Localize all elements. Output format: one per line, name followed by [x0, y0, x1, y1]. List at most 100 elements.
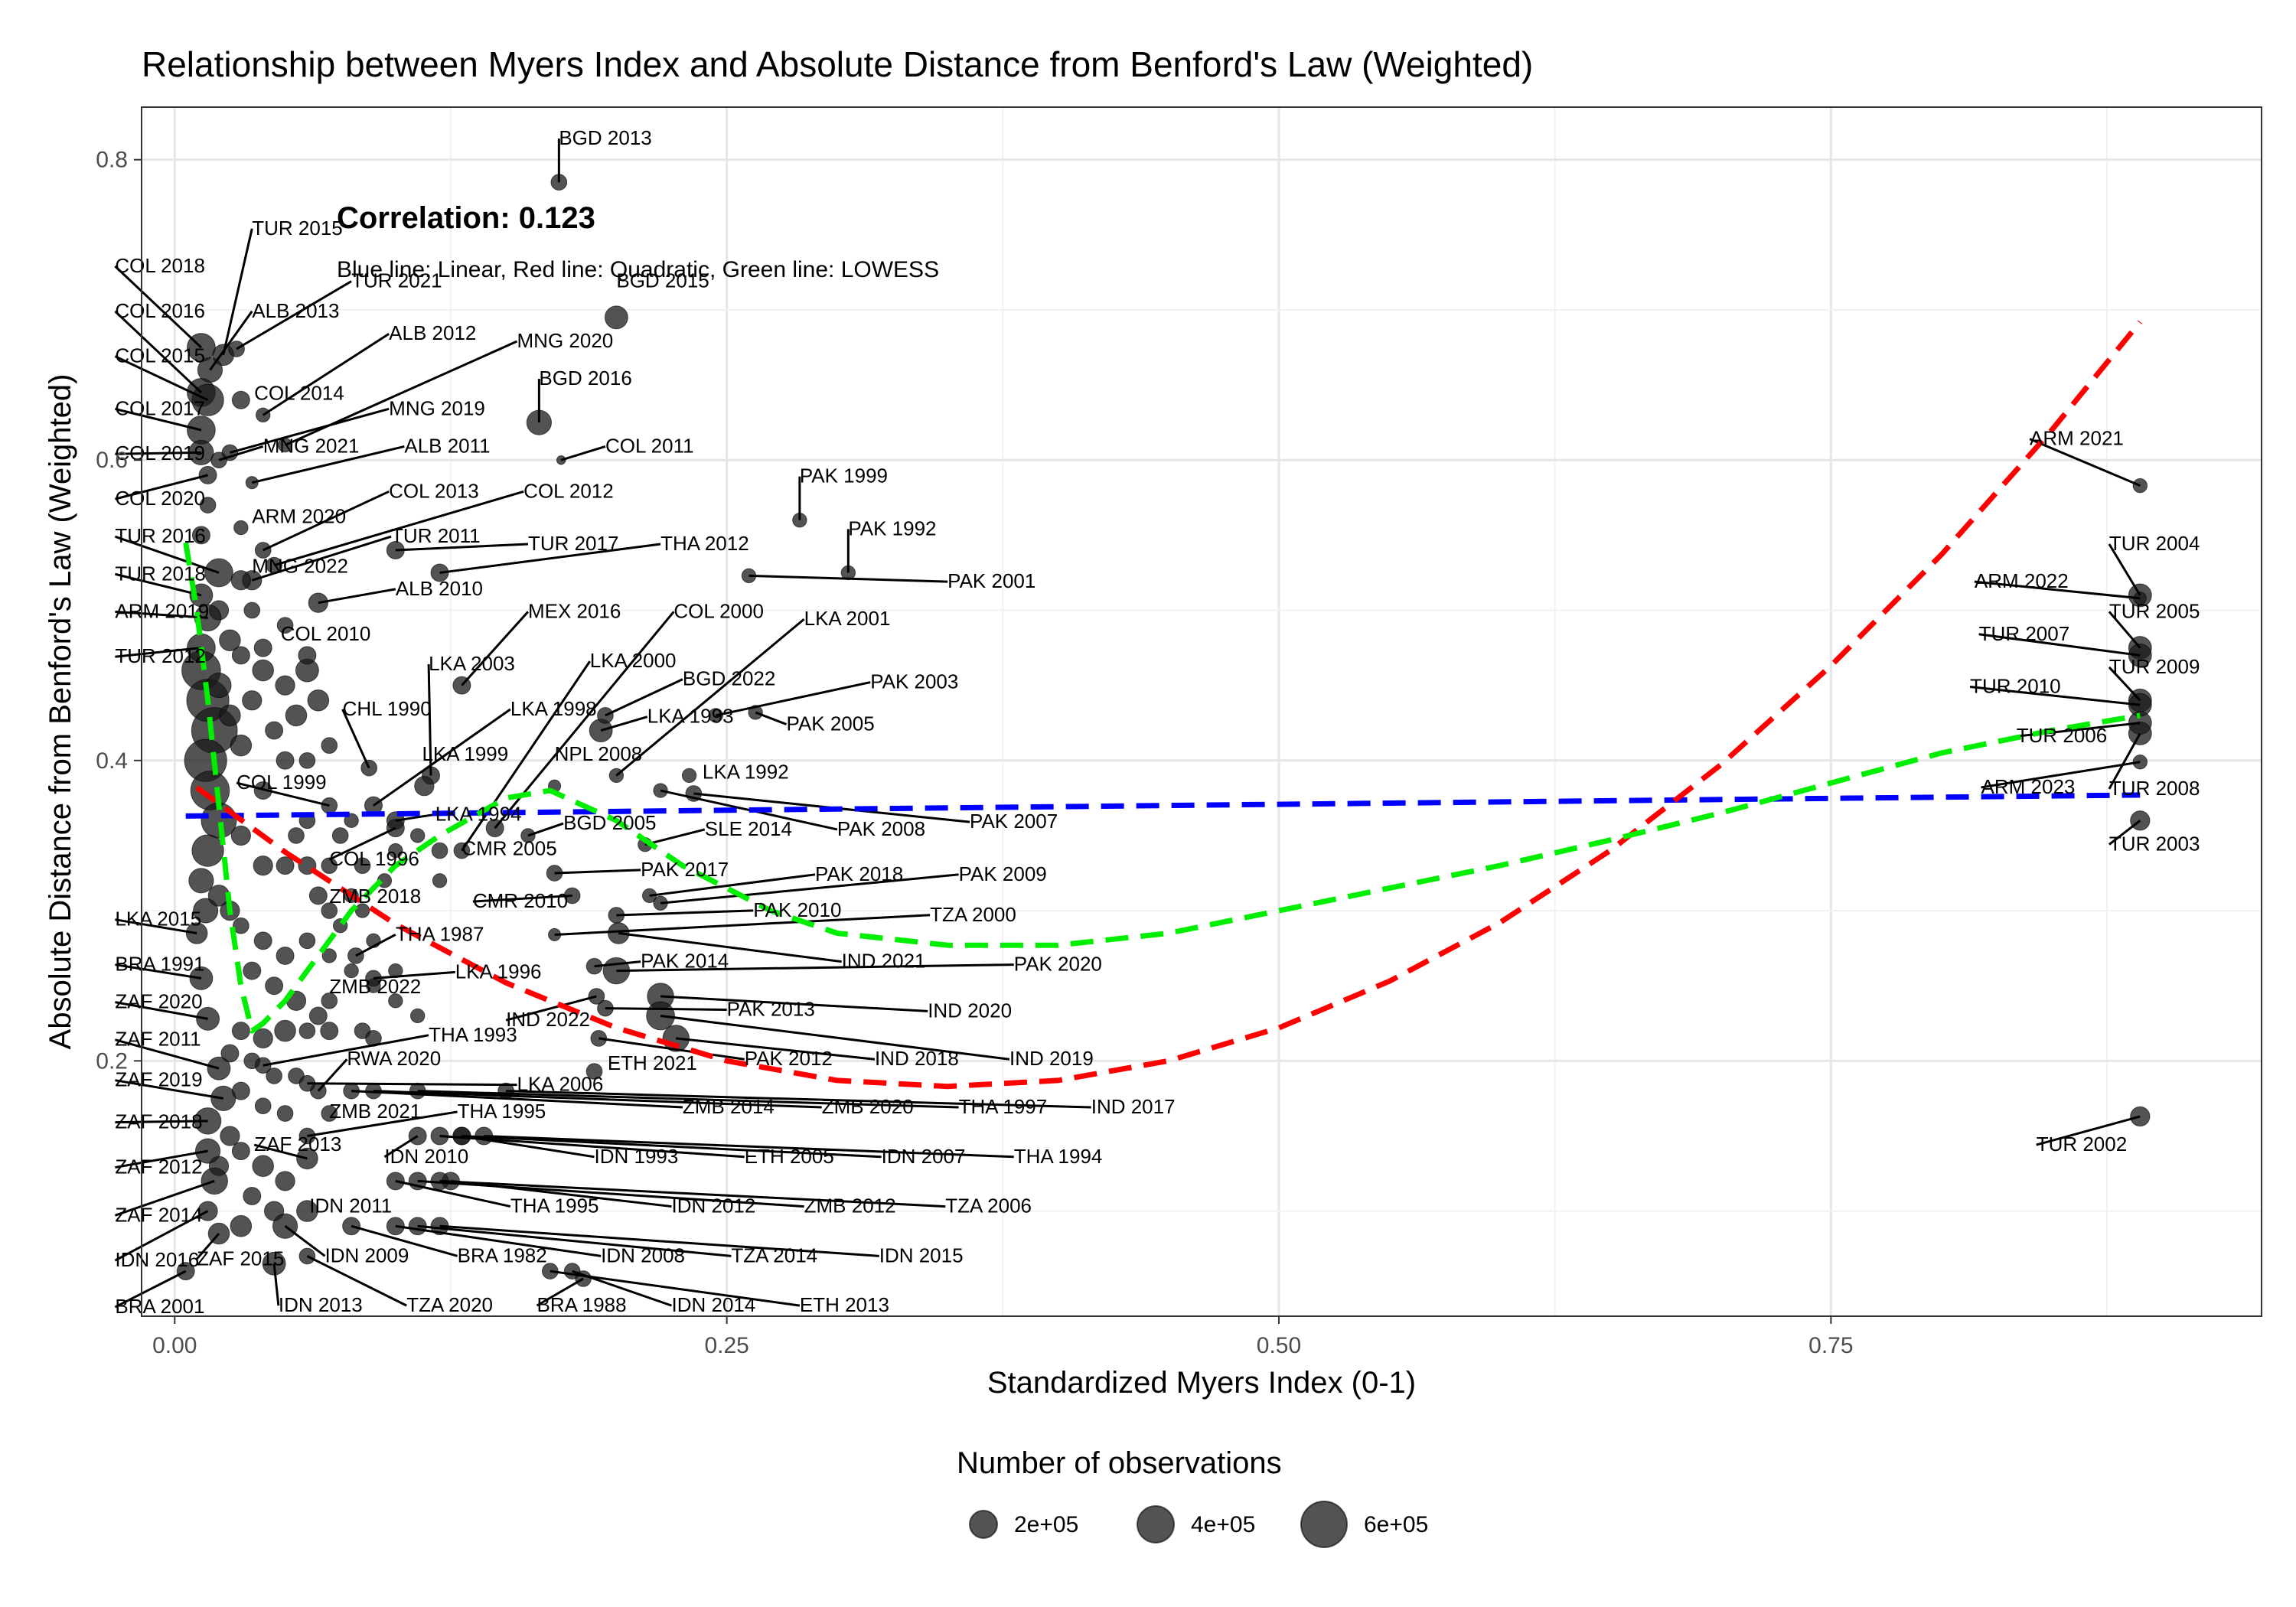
point-label: IDN 2015	[879, 1244, 964, 1266]
label-leader-line	[114, 265, 202, 349]
label-leader-line	[605, 678, 683, 717]
point-label: LKA 1992	[703, 760, 789, 783]
point-label: BRA 1982	[458, 1244, 547, 1266]
label-leader-line	[115, 572, 202, 597]
label-leader-line	[660, 789, 838, 831]
label-leader-line	[2108, 666, 2141, 702]
point-label: LKA 1993	[647, 705, 734, 728]
scatter-point	[265, 721, 284, 740]
point-label: TZA 2000	[930, 903, 1016, 926]
point-label: ARM 2023	[1981, 775, 2076, 798]
label-leader-line	[2108, 820, 2141, 846]
scatter-point	[307, 689, 330, 712]
point-label: MNG 2021	[263, 434, 360, 457]
label-leader-line	[461, 611, 530, 686]
label-leader-line	[328, 826, 396, 861]
scatter-point	[188, 868, 214, 894]
scatter-point	[296, 1200, 318, 1222]
scatter-point	[360, 759, 378, 777]
label-leader-line	[263, 490, 390, 552]
label-leader-line	[341, 709, 370, 769]
plot-area: BGD 2013 BGD 2015 BGD 2016 COL 2011 PAK 1999…	[114, 106, 2262, 1318]
label-leader-line	[494, 611, 675, 830]
linear-fit-line	[185, 792, 2141, 819]
scatter-point	[232, 917, 249, 934]
point-label: ZMB 2014	[683, 1095, 775, 1118]
point-label: PAK 2012	[745, 1047, 833, 1070]
label-leader-line	[383, 1135, 419, 1159]
scatter-point	[432, 873, 448, 888]
point-label: ZMB 2022	[329, 975, 421, 998]
scatter-point	[388, 963, 403, 979]
point-label: RWA 2020	[347, 1047, 441, 1070]
point-label: THA 1994	[1014, 1145, 1103, 1168]
scatter-point	[298, 751, 316, 769]
label-leader-line	[115, 407, 202, 432]
x-axis-ticks: 0.00 0.25 0.50 0.75	[152, 1316, 1854, 1358]
point-label: IND 2022	[506, 1008, 590, 1031]
scatter-point	[604, 305, 628, 330]
label-leader-line	[115, 963, 202, 980]
point-label: BRA 1991	[115, 953, 204, 976]
label-leader-line	[115, 610, 208, 619]
label-leader-line	[115, 918, 197, 934]
scatter-point	[2130, 1106, 2151, 1127]
point-labels: BGD 2013 BGD 2015 BGD 2016 COL 2011 PAK 1999…	[115, 126, 2200, 1318]
label-leader-line	[209, 310, 253, 371]
point-label: COL 2019	[115, 442, 205, 464]
scatter-point	[298, 646, 317, 665]
scatter-point	[231, 1142, 250, 1161]
scatter-point	[243, 1186, 262, 1205]
label-leader-line	[114, 535, 220, 574]
label-leader-line	[318, 588, 396, 605]
point-label: THA 1995	[510, 1195, 599, 1217]
scatter-point	[276, 751, 295, 770]
point-label: TUR 2010	[1970, 674, 2061, 697]
point-label: MNG 2019	[389, 396, 485, 419]
point-label: CHL 1990	[343, 697, 432, 720]
label-leader-line	[373, 1090, 822, 1109]
label-leader-line	[373, 970, 455, 980]
scatter-point	[2130, 810, 2151, 831]
x-tick-label: 0.75	[1808, 1333, 1853, 1358]
y-axis-title: Absolute Distance from Benford's Law (We…	[44, 374, 77, 1050]
scatter-point	[585, 1063, 603, 1080]
scatter-point	[588, 988, 605, 1005]
label-leader-line	[307, 1110, 458, 1137]
x-tick-label: 0.00	[152, 1333, 197, 1358]
scatter-point	[230, 1214, 253, 1237]
label-leader-line	[1974, 580, 2141, 600]
point-label: COL 2015	[115, 344, 205, 367]
label-leader-line	[115, 451, 201, 455]
label-leader-line	[600, 715, 648, 732]
legend-key	[969, 1510, 998, 1539]
point-label: TUR 2012	[115, 644, 206, 667]
label-leader-line	[715, 681, 871, 717]
plot-border	[141, 106, 2262, 1317]
point-label: CMR 2005	[461, 836, 556, 859]
scatter-point	[220, 1126, 240, 1146]
label-leader-line	[506, 1090, 1091, 1109]
scatter-point	[388, 993, 403, 1009]
label-leader-line	[272, 1263, 280, 1306]
point-label: TZA 2020	[406, 1293, 493, 1316]
scatter-point	[253, 1028, 273, 1049]
point-label: ARM 2020	[252, 505, 346, 528]
point-label: COL 2011	[605, 434, 694, 457]
scatter-point	[276, 1105, 294, 1122]
point-label: ZMB 2021	[329, 1100, 421, 1123]
point-label: IDN 2014	[672, 1293, 756, 1316]
scatter-point	[344, 813, 359, 828]
label-leader-line	[550, 1270, 801, 1307]
scatter-point	[274, 1019, 296, 1042]
label-leader-line	[417, 1224, 732, 1257]
label-leader-line	[306, 1255, 407, 1307]
label-leader-line	[439, 1134, 745, 1159]
y-tick-label: 0.2	[96, 1048, 128, 1074]
point-label: IDN 1993	[595, 1145, 679, 1168]
scatter-point	[354, 857, 371, 875]
scatter-point	[298, 932, 316, 950]
label-leader-line	[439, 543, 661, 574]
point-label: LKA 2001	[804, 607, 891, 630]
point-label: IDN 2009	[325, 1244, 409, 1266]
